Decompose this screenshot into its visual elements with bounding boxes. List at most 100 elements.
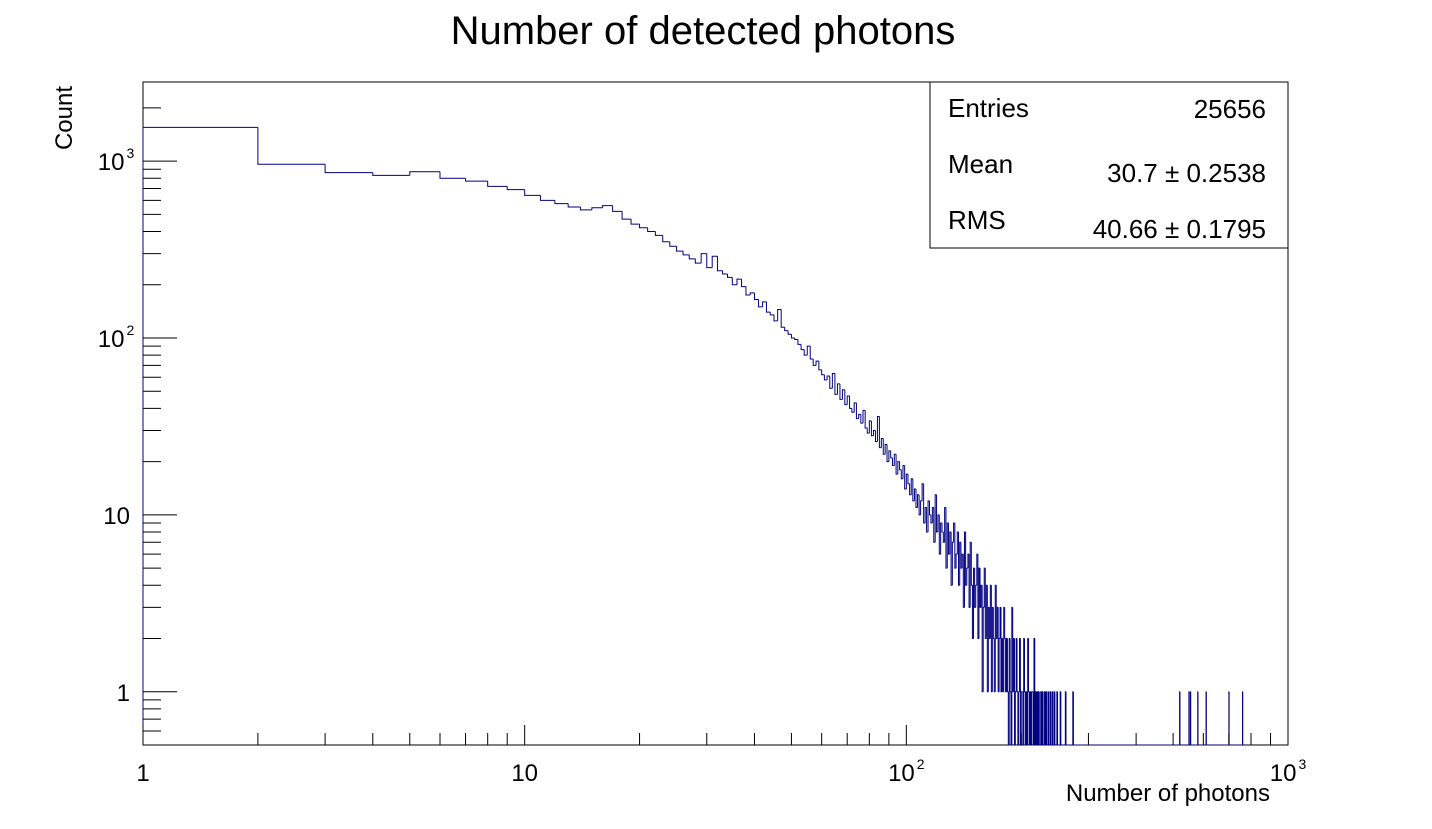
histogram-bin [1048, 691, 1050, 746]
histogram-bin [736, 278, 742, 285]
stats-value: 25656 [1194, 94, 1266, 124]
stats-label: Entries [948, 93, 1029, 123]
histogram-bin [688, 254, 696, 260]
histogram-bin [439, 171, 466, 179]
histogram-bin [647, 227, 656, 232]
histogram-bin [862, 409, 866, 424]
histogram-bin [1046, 691, 1048, 746]
histogram-bin [1018, 691, 1020, 745]
histogram-bin [909, 483, 912, 496]
histogram-bin [880, 438, 884, 448]
histogram-bin [372, 172, 410, 176]
histogram-bin [682, 251, 690, 256]
histogram-bin [257, 127, 326, 165]
histogram-bin [741, 279, 746, 288]
x-tick-label-base: 10 [888, 760, 915, 787]
histogram-bin [878, 416, 882, 449]
histogram-bin [1042, 691, 1044, 746]
histogram-bin [831, 372, 835, 389]
histogram-bin [731, 277, 737, 286]
x-tick-label: 10 2 [888, 756, 925, 787]
histogram-bin [910, 478, 913, 495]
y-tick-label-exponent: 2 [126, 322, 134, 338]
histogram-bin [836, 383, 840, 395]
histogram-bin [858, 413, 861, 419]
histogram-bin [886, 444, 889, 463]
histogram-bin [524, 189, 541, 196]
histogram-bin [1024, 638, 1026, 693]
histogram-bin [745, 286, 751, 296]
stats-label: Mean [948, 149, 1013, 179]
y-tick-label: 10 [103, 503, 130, 530]
histogram-bin [897, 461, 900, 475]
y-tick-label-base: 10 [98, 326, 125, 353]
stats-value: 40.66 ± 0.1795 [1093, 214, 1266, 244]
histogram-bin [1072, 691, 1075, 746]
histogram-bin [1031, 691, 1033, 745]
histogram-bin [727, 274, 733, 278]
histogram-bin [602, 205, 613, 208]
stats-value: 30.7 ± 0.2538 [1107, 158, 1266, 188]
histogram-bin [1060, 691, 1062, 746]
histogram-bin [915, 489, 918, 509]
histogram-bin [844, 389, 848, 406]
histogram-bin [821, 369, 825, 376]
histogram-bin [913, 488, 916, 501]
y-tick-label-base: 10 [103, 503, 130, 530]
histogram-bin [654, 231, 663, 236]
histogram-bin [826, 375, 830, 380]
histogram-bin [868, 420, 872, 434]
histogram-bin [1054, 691, 1056, 746]
x-tick-label-exponent: 3 [1298, 756, 1306, 772]
histogram-bin [797, 339, 802, 345]
histogram-bin [1065, 691, 1067, 746]
histogram-bin [895, 454, 898, 475]
stats-box-frame [929, 81, 1289, 249]
histogram-bin [753, 292, 759, 301]
histogram-bin [941, 522, 944, 533]
histogram-bin [142, 126, 258, 745]
histogram-steps [142, 126, 1244, 746]
histogram-bin [829, 375, 833, 389]
histogram-bin [769, 312, 774, 316]
histogram-bin [567, 203, 581, 208]
x-tick-label-base: 1 [136, 760, 149, 787]
histogram-bin [539, 195, 555, 201]
histogram-bin [700, 253, 707, 264]
histogram-bin [834, 373, 838, 395]
histogram-bin [630, 219, 640, 225]
x-tick-label: 10 [511, 760, 538, 787]
histogram-bin [773, 314, 778, 322]
histogram-bin [324, 164, 373, 174]
histogram-bin [892, 457, 895, 467]
histogram-bin [899, 461, 902, 471]
histogram-bin [884, 443, 888, 455]
y-axis-title: Count [51, 86, 78, 150]
histogram-bin [694, 258, 702, 264]
histogram-bin [870, 420, 874, 437]
histogram-bin [612, 205, 623, 212]
histogram-bin [890, 450, 893, 459]
histogram-bin [722, 270, 728, 275]
histogram-bin [800, 344, 805, 351]
histogram-bin [970, 542, 973, 586]
histogram-bin [872, 429, 876, 436]
x-tick-label-base: 10 [1270, 760, 1297, 787]
histogram-bin [893, 453, 897, 466]
histogram-bin [992, 607, 995, 639]
histogram-bin [874, 430, 878, 442]
histogram-bin [918, 494, 921, 516]
x-axis-title: Number of photons [1066, 780, 1270, 807]
histogram-bin [904, 465, 907, 490]
histogram-bin [998, 638, 1001, 692]
histogram-bin [864, 410, 868, 429]
histogram-bin [669, 241, 677, 247]
histogram-bin [902, 465, 905, 479]
histogram-bin [900, 469, 903, 480]
histogram-bin [818, 361, 822, 371]
histogram-bin [1016, 638, 1018, 693]
histogram-bin [917, 494, 920, 508]
histogram-bin [907, 474, 910, 485]
